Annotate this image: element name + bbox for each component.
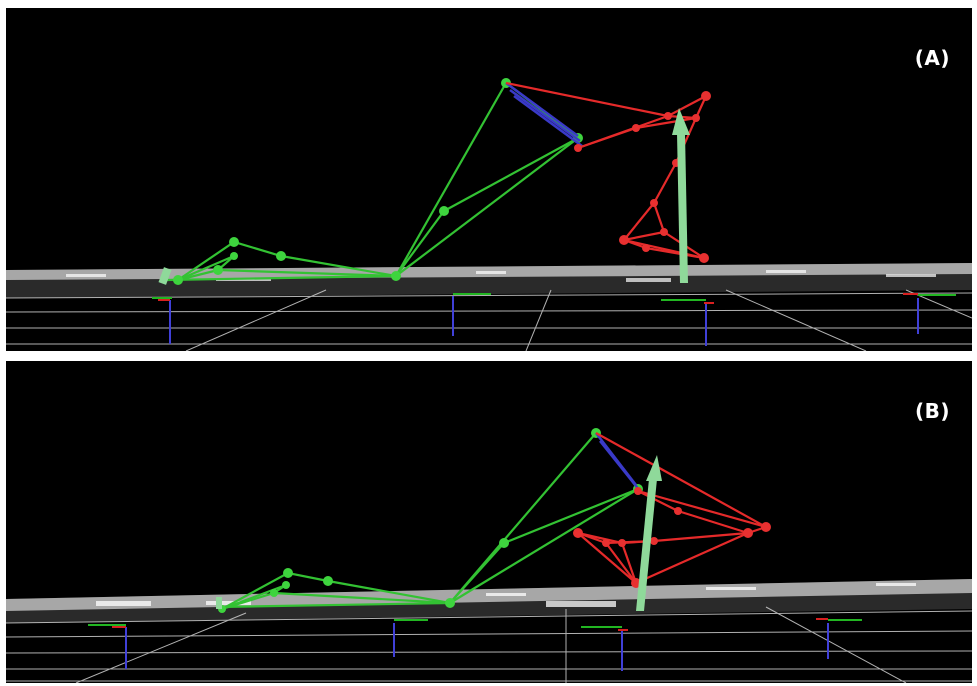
left-limb-joints [218, 428, 643, 613]
pelvis-segment [505, 81, 583, 148]
left-limb-skeleton [165, 82, 579, 282]
panel-b-viewport: (B) [6, 361, 972, 683]
pelvis-segment [595, 432, 641, 492]
floor-platform [6, 263, 972, 298]
right-limb-joints [573, 487, 771, 588]
left-foot-marker [158, 267, 172, 285]
right-limb-joints [574, 91, 711, 263]
panel-a-viewport: (A) [6, 8, 972, 351]
panel-a-label: (A) [914, 46, 950, 70]
left-foot-marker [216, 597, 222, 609]
force-plate-axes [88, 618, 862, 671]
force-arrow [672, 108, 690, 283]
ground-grid [6, 289, 972, 351]
panel-b-scene [6, 428, 972, 683]
force-arrow [636, 455, 662, 611]
ground-grid [6, 606, 972, 683]
floor-platform [6, 579, 972, 623]
right-limb-skeleton [577, 432, 767, 585]
panel-b-label: (B) [914, 399, 950, 423]
panel-a-scene [6, 78, 972, 351]
force-plate-axes [152, 293, 956, 346]
left-limb-skeleton [217, 432, 639, 611]
